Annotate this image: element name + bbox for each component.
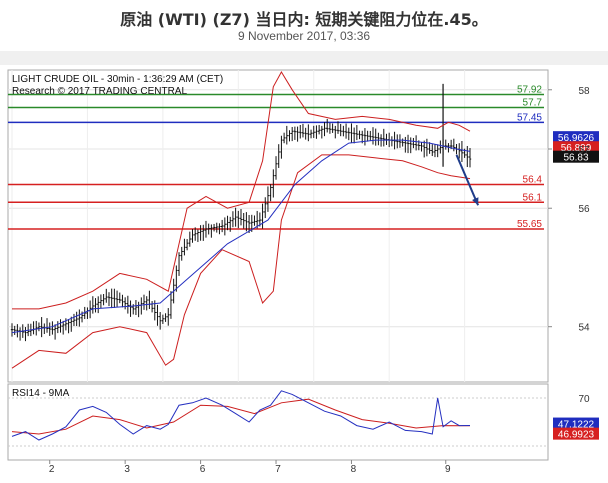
rsi-line (11, 390, 471, 441)
price-tag-box (553, 150, 599, 163)
chart-info-line2: Research © 2017 TRADING CENTRAL (12, 86, 187, 97)
price-tag-label: 47.1222 (558, 420, 595, 431)
price-tag-box (553, 141, 599, 154)
y-tick-label: 56 (578, 204, 590, 215)
lower-bollinger-band (11, 154, 471, 369)
price-tag-label: 56.899 (561, 143, 592, 154)
rsi-panel-frame (7, 383, 549, 461)
header-band (0, 51, 608, 65)
x-tick-label: 6 (200, 464, 206, 475)
page-subtitle: 9 November 2017, 03:36 (237, 29, 371, 43)
rsi-label: RSI14 - 9MA (12, 388, 70, 399)
price-tag-box (553, 417, 599, 430)
x-tick-label: 2 (49, 464, 55, 475)
x-axis-ticks: 2 3 6 7 8 9 (49, 460, 451, 475)
level-label: 56.4 (523, 175, 543, 186)
rsi-y-tick-label: 70 (578, 394, 590, 405)
forecast-arrowhead (472, 197, 479, 206)
moving-average-line (11, 139, 471, 334)
page-title: 原油 (WTI) (Z7) 当日内: 短期关键阻力位在.45。 (120, 10, 488, 29)
level-label: 55.65 (517, 219, 542, 230)
level-label: 57.45 (517, 112, 542, 123)
upper-bollinger-band (12, 70, 471, 310)
level-label: 57.92 (517, 85, 542, 96)
y-tick-label: 58 (578, 86, 590, 97)
chart-info-line1: LIGHT CRUDE OIL - 30min - 1:36:29 AM (CE… (12, 74, 223, 85)
x-tick-label: 3 (124, 464, 130, 475)
level-lines: 57.92 57.7 57.45 56.4 56.1 55.65 (8, 85, 544, 230)
price-tag-label: 46.9923 (558, 430, 595, 441)
level-label: 57.7 (523, 98, 543, 109)
forecast-arrow (455, 154, 480, 206)
x-tick-label: 9 (445, 464, 451, 475)
price-tag-box (553, 131, 599, 144)
price-tag-label: 56.83 (563, 153, 588, 164)
y-axis-ticks: 58 57 56 54 70 (548, 86, 590, 405)
price-tag-box (553, 427, 599, 440)
indicator-lines (11, 70, 480, 369)
x-tick-label: 7 (275, 464, 281, 475)
y-tick-label: 57 (578, 145, 590, 156)
rsi-lines (8, 390, 548, 447)
price-tag-label: 56.9626 (558, 133, 595, 144)
y-tick-label: 54 (578, 323, 590, 334)
level-label: 56.1 (523, 192, 543, 203)
x-tick-label: 8 (351, 464, 357, 475)
